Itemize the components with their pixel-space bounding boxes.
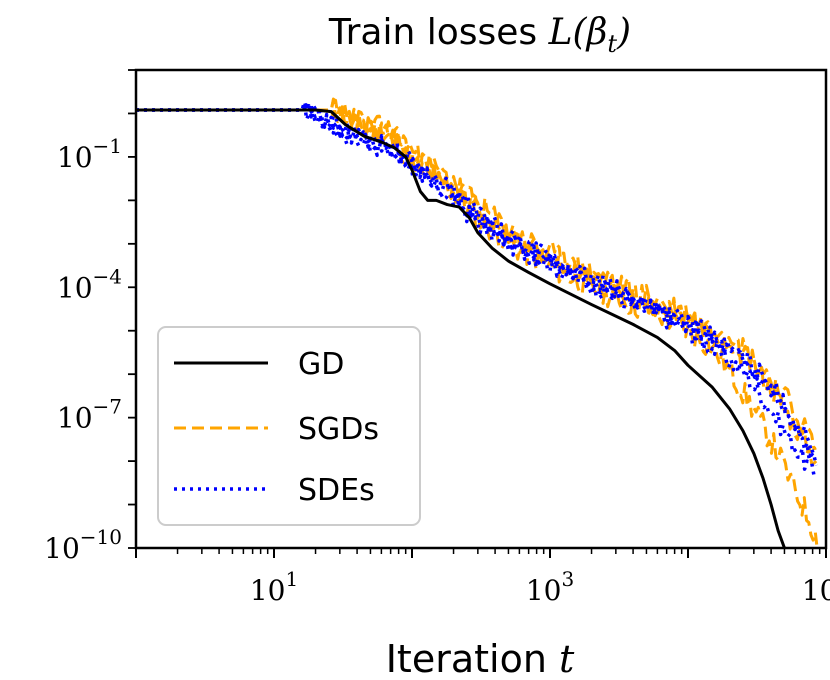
y-tick-label: 10−1 bbox=[57, 134, 122, 174]
x-tick-label: 101 bbox=[250, 567, 298, 607]
y-tick-label: 10−10 bbox=[44, 525, 122, 565]
legend-label-sgds: SGDs bbox=[298, 412, 379, 447]
x-tick-label: 105 bbox=[802, 567, 830, 607]
series-line-gd bbox=[136, 108, 786, 548]
chart-title: Train losses L(βt) bbox=[328, 12, 631, 58]
legend-label-sdes: SDEs bbox=[298, 473, 375, 508]
y-tick-label: 10−4 bbox=[57, 264, 122, 304]
legend: GD SGDs SDEs bbox=[157, 326, 421, 526]
series-layer bbox=[136, 97, 820, 548]
x-tick-label: 103 bbox=[526, 567, 574, 607]
legend-box bbox=[157, 326, 421, 526]
legend-label-gd: GD bbox=[298, 347, 344, 382]
x-axis-label: Iteration t bbox=[386, 637, 575, 680]
plot-frame bbox=[134, 68, 828, 550]
y-tick-label: 10−7 bbox=[57, 395, 122, 435]
